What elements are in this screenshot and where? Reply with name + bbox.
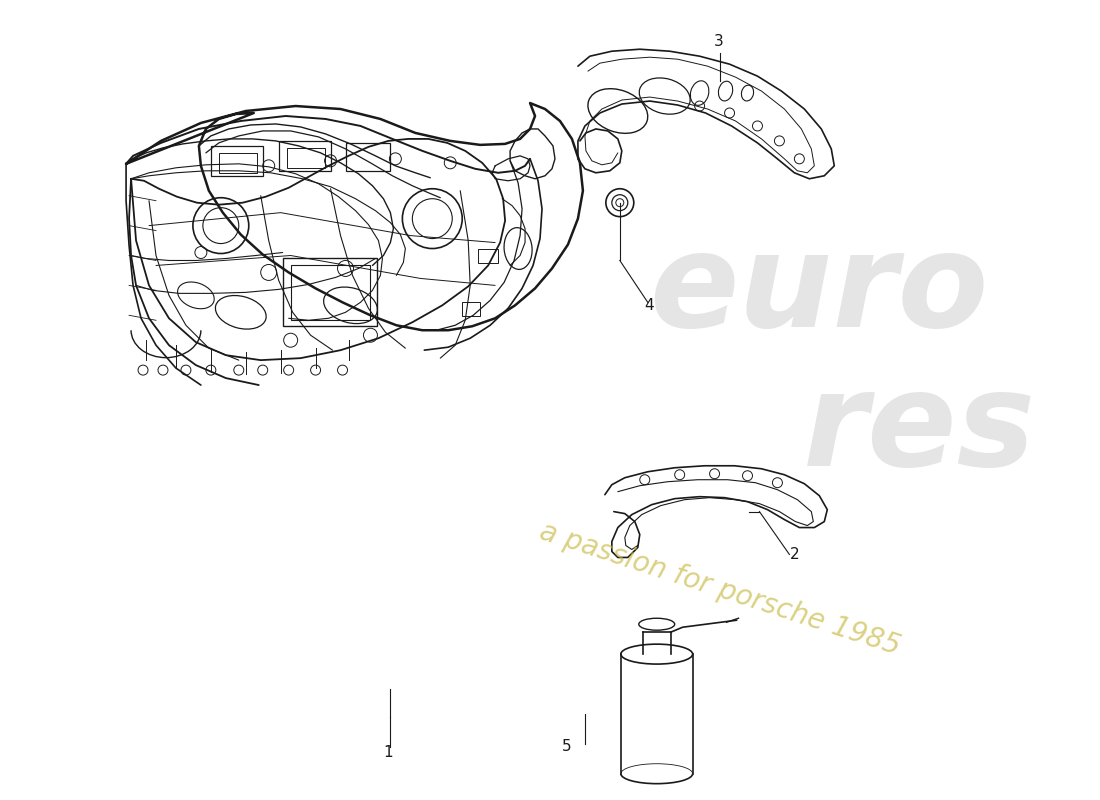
Text: 5: 5: [562, 738, 572, 754]
Text: a passion for porsche 1985: a passion for porsche 1985: [536, 518, 903, 661]
Bar: [283, 258, 377, 326]
Text: 2: 2: [790, 547, 799, 562]
Bar: [219, 153, 256, 173]
Text: euro: euro: [650, 227, 989, 354]
Bar: [462, 302, 481, 316]
Text: 1: 1: [384, 745, 393, 760]
Bar: [278, 141, 331, 170]
Text: 3: 3: [714, 34, 724, 50]
Bar: [287, 148, 324, 168]
Bar: [345, 143, 390, 170]
Text: 4: 4: [644, 298, 653, 314]
Bar: [211, 146, 263, 176]
Text: res: res: [802, 366, 1036, 494]
Bar: [290, 266, 371, 320]
Bar: [478, 249, 498, 263]
